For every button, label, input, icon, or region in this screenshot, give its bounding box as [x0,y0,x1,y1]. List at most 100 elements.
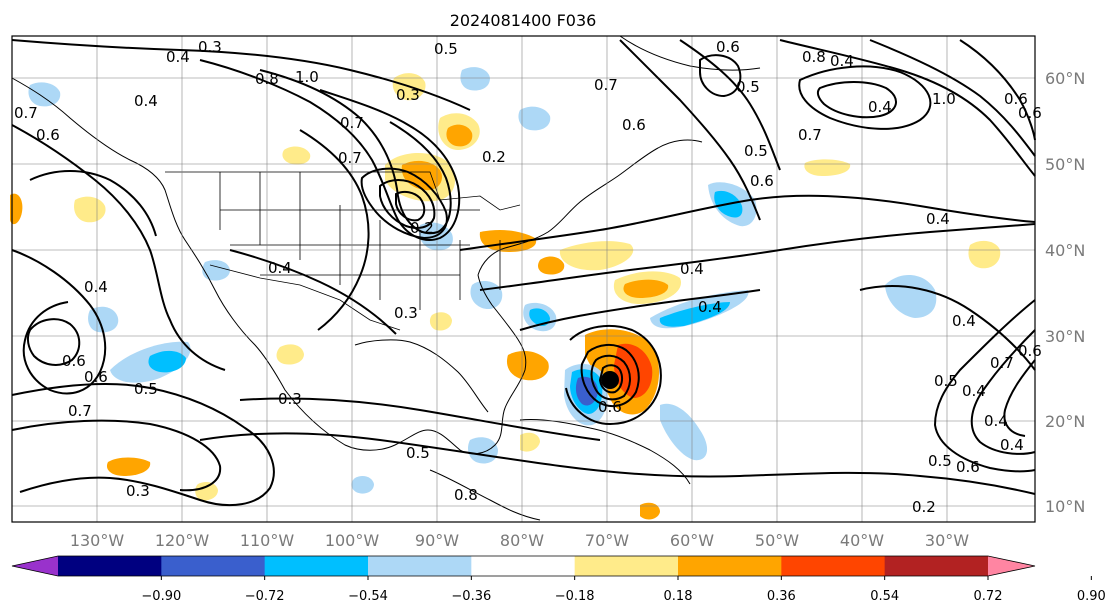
contour-label: 0.7 [338,149,362,167]
contour-label: 0.6 [36,126,60,144]
colorbar-tick-label: −0.54 [348,589,388,604]
shade-patch [10,193,23,225]
longitude-axis: 130°W 120°W 110°W 100°W 90°W 80°W 70°W 6… [70,531,969,550]
contour-label: 0.2 [482,148,506,166]
colorbar-tick-label: −0.90 [141,589,181,604]
contour-label: 0.6 [1018,342,1042,360]
shade-patch [518,106,551,131]
lat-tick-label: 60°N [1045,69,1085,88]
colorbar-tick-label: −0.18 [555,589,595,604]
contour-label: 0.6 [598,398,622,416]
shade-patch [74,196,106,223]
contour-label: 0.7 [798,126,822,144]
contour-label: 0.5 [434,40,458,58]
contour-label: 0.5 [736,78,760,96]
contour-label: 0.3 [394,304,418,322]
shade-patch [559,241,634,271]
shade-patch [460,67,490,91]
border-us-mexico [209,264,401,331]
lat-tick-label: 40°N [1045,241,1085,260]
shade-patch [640,502,660,520]
contour-line [519,289,761,331]
contour-label: 0.7 [990,354,1014,372]
contour-label: 0.4 [698,298,722,316]
shade-patch [623,279,669,298]
map-frame [11,35,1036,523]
contour-label: 0.5 [744,142,768,160]
lon-tick-label: 40°W [840,531,884,550]
colorbar-tick-label: −0.72 [245,589,285,604]
lon-tick-label: 50°W [755,531,799,550]
shade-patch [195,482,218,501]
contour-label: 0.4 [1000,436,1024,454]
contour-line [229,249,397,335]
lon-tick-label: 130°W [70,531,125,550]
contour-line [11,249,107,395]
shade-patch [968,240,1001,269]
contour-label: 0.6 [62,352,86,370]
contour-label: 0.4 [868,98,892,116]
contour-label: 0.2 [410,219,434,237]
contour-line [199,432,1036,495]
lon-tick-label: 90°W [415,531,459,550]
contour-line [598,364,624,394]
contour-label: 0.4 [952,312,976,330]
map-panel: 0.3 0.4 0.8 1.0 0.4 0.7 0.6 0.4 0.6 0.4 … [10,35,1042,523]
colorbar-tick-label: 0.18 [664,589,693,604]
contour-label: 0.4 [680,260,704,278]
shade-patch [282,146,311,165]
colorbar-tick-label: −0.36 [451,589,491,604]
colorbar-tick-label: 0.36 [767,589,796,604]
coastline-west-na [11,77,527,455]
coastline-south-america [429,469,541,521]
contour-label: 0.5 [134,380,158,398]
lon-tick-label: 80°W [500,531,544,550]
contour-line [479,223,1036,291]
shade-patch [351,476,374,494]
contour-label: 0.6 [84,368,108,386]
contour-line [26,318,81,366]
colorbar-cell [678,556,782,576]
shade-patch [529,308,550,326]
contour-label: 0.6 [1004,90,1028,108]
contour-label: 0.6 [622,116,646,134]
contour-label: 0.4 [984,412,1008,430]
contour-line [11,419,222,492]
contour-label: 0.4 [84,278,108,296]
contour-line [779,39,1036,177]
contour-line [239,397,601,441]
contour-label: 0.3 [198,38,222,56]
contour-line [29,170,157,237]
contour-line [859,285,1036,371]
shade-patch [202,260,230,281]
shade-patch [614,343,653,398]
colorbar-cell [161,556,266,576]
shade-patch [659,302,730,327]
contour-label: 0.7 [68,402,92,420]
lat-tick-label: 20°N [1045,412,1085,431]
contour-line [619,39,761,221]
shade-patch [429,312,452,331]
contour-line [816,81,897,119]
shade-patch [538,256,565,275]
contour-line [299,129,370,331]
colorbar-tick-labels: −0.90 −0.72 −0.54 −0.36 −0.18 0.18 0.36 0.54 0.7… [141,576,1105,604]
lat-tick-label: 30°N [1045,327,1085,346]
contour-label: 0.4 [926,210,950,228]
lon-tick-label: 30°W [925,531,969,550]
contour-line [959,39,1036,141]
colorbar-cell [58,556,162,576]
colorbar-under-arrow [12,556,58,576]
contour-label: 0.7 [14,104,38,122]
contour-label: 0.8 [454,486,478,504]
colorbar-tick-label: 0.72 [974,589,1003,604]
contour-lines [11,39,1036,507]
negative-anomaly-shading [28,67,937,494]
contour-line [11,124,226,371]
lat-tick-label: 50°N [1045,155,1085,174]
contour-line [590,354,631,401]
border-states-grid [219,172,501,310]
contour-label: 0.4 [268,259,292,277]
contour-line [199,59,461,241]
shade-patch [804,159,851,176]
